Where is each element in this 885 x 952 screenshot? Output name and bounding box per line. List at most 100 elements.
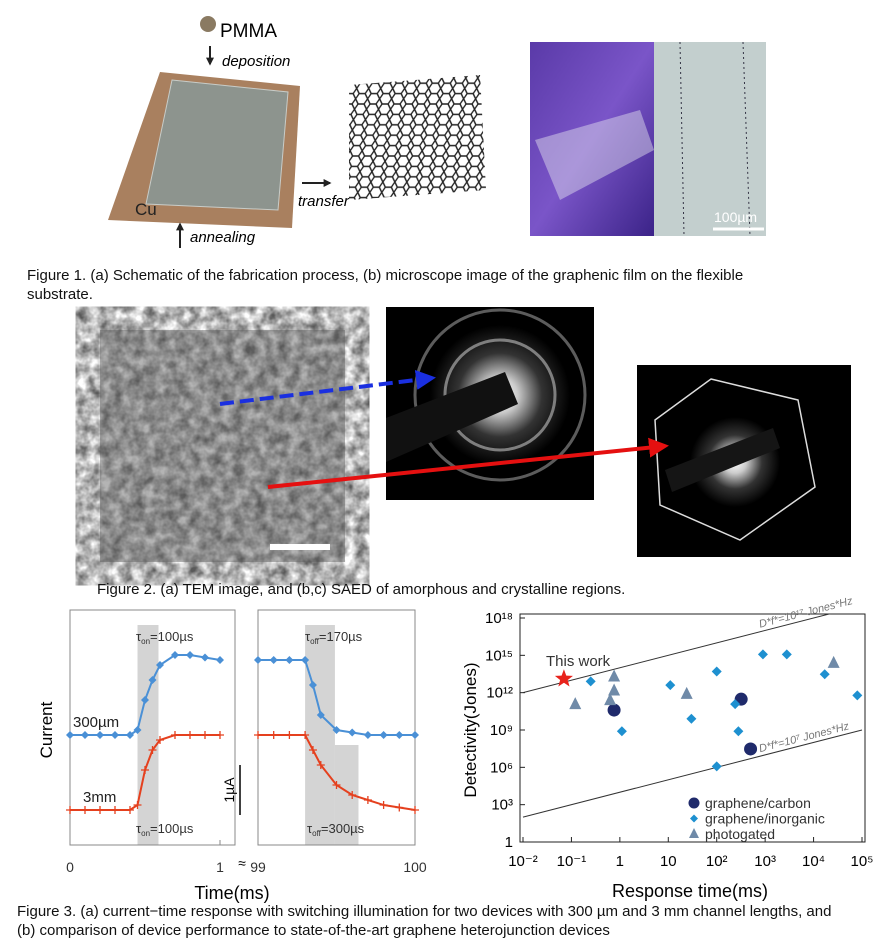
point xyxy=(186,651,194,659)
x-tick-label: 10³ xyxy=(754,853,776,870)
microscope-photo: 100µm xyxy=(530,41,766,237)
point xyxy=(686,713,697,724)
reference-line xyxy=(522,729,863,818)
scale-bar-label: 1µA xyxy=(221,777,237,803)
x-tick-label: 0 xyxy=(66,859,74,875)
reference-line xyxy=(522,614,832,694)
point xyxy=(269,731,278,739)
point xyxy=(201,731,209,739)
point xyxy=(66,806,74,814)
point xyxy=(348,728,357,737)
point xyxy=(608,669,621,682)
point xyxy=(111,731,119,739)
point xyxy=(308,681,317,689)
annotation-symbol: τ xyxy=(136,821,142,836)
point xyxy=(81,806,89,814)
point xyxy=(585,676,596,687)
film xyxy=(535,110,654,200)
series-label: 300µm xyxy=(73,714,119,731)
point xyxy=(254,656,262,664)
point xyxy=(379,801,388,809)
diffraction-ring xyxy=(443,338,557,452)
x-tick-label: 10⁻¹ xyxy=(557,853,587,870)
point xyxy=(680,686,693,699)
annotation-text: =100µs xyxy=(150,629,194,644)
point xyxy=(308,746,317,754)
figure3-caption: Figure 3. (a) current−time response with… xyxy=(17,903,832,939)
point xyxy=(148,746,157,754)
x-axis-label: Time(ms) xyxy=(194,883,269,903)
x-tick-label: 10⁻² xyxy=(508,853,538,870)
point xyxy=(363,731,372,739)
y-tick-label: 10¹² xyxy=(486,685,513,702)
point xyxy=(269,656,278,664)
annotation-subscript: on xyxy=(141,637,150,646)
point xyxy=(141,696,149,704)
annotation: τoff=170µs xyxy=(305,629,363,646)
point xyxy=(285,731,294,739)
point xyxy=(711,666,722,677)
legend-label: graphene/carbon xyxy=(705,795,811,811)
plot-frame xyxy=(257,609,416,846)
point xyxy=(216,656,224,664)
legend-label: photogated xyxy=(705,826,775,842)
y-tick-label: 10¹⁵ xyxy=(485,647,513,664)
point xyxy=(285,656,294,664)
point xyxy=(395,731,404,739)
series-label: 3mm xyxy=(83,789,116,806)
point xyxy=(852,690,863,701)
annotation-subscript: off xyxy=(312,829,322,838)
annotation-symbol: τ xyxy=(136,629,142,644)
annotation-text: =100µs xyxy=(150,821,194,836)
point xyxy=(96,806,104,814)
point xyxy=(133,726,142,734)
scale-bar-label: 100µm xyxy=(714,209,757,225)
scale-bar xyxy=(270,544,330,550)
transfer-label: transfer xyxy=(298,193,350,210)
deposition-label: deposition xyxy=(222,53,290,70)
point xyxy=(186,731,194,739)
x-axis-label: Response time(ms) xyxy=(612,881,768,901)
axis-break: ≈ xyxy=(238,855,246,871)
hexagon xyxy=(654,378,816,541)
point xyxy=(665,680,676,691)
point xyxy=(332,726,341,734)
highlight-point xyxy=(554,669,573,687)
y-axis-label: Current xyxy=(37,701,56,758)
tem-images xyxy=(100,307,851,562)
point xyxy=(171,731,179,739)
legend-marker xyxy=(689,828,699,838)
point xyxy=(395,803,404,812)
annotation-symbol: τ xyxy=(305,629,311,644)
y-tick-label: 10³ xyxy=(491,797,513,814)
x-tick-label: 1 xyxy=(616,853,624,870)
point xyxy=(604,693,617,706)
point xyxy=(316,761,325,769)
plot-frame xyxy=(519,613,866,843)
point xyxy=(156,736,164,744)
point xyxy=(730,699,741,710)
photo-left xyxy=(530,42,654,236)
point xyxy=(607,703,621,717)
point xyxy=(411,806,419,814)
point xyxy=(616,726,627,737)
annotation-subscript: off xyxy=(310,637,320,646)
point xyxy=(733,726,744,737)
photo-right xyxy=(654,42,766,236)
point xyxy=(781,649,792,660)
point xyxy=(201,653,209,662)
point xyxy=(301,731,310,739)
plot-frame xyxy=(69,609,236,846)
beam-stop xyxy=(386,372,518,462)
point xyxy=(126,806,134,814)
pmma-film xyxy=(145,79,289,211)
reference-line-label: D*f*=10¹⁷ Jones*Hz xyxy=(758,595,855,631)
illumination-shade xyxy=(334,745,359,845)
point xyxy=(156,661,164,669)
point xyxy=(569,697,582,710)
y-tick-label: 10⁹ xyxy=(490,722,513,739)
annotation-text: =170µs xyxy=(319,629,363,644)
